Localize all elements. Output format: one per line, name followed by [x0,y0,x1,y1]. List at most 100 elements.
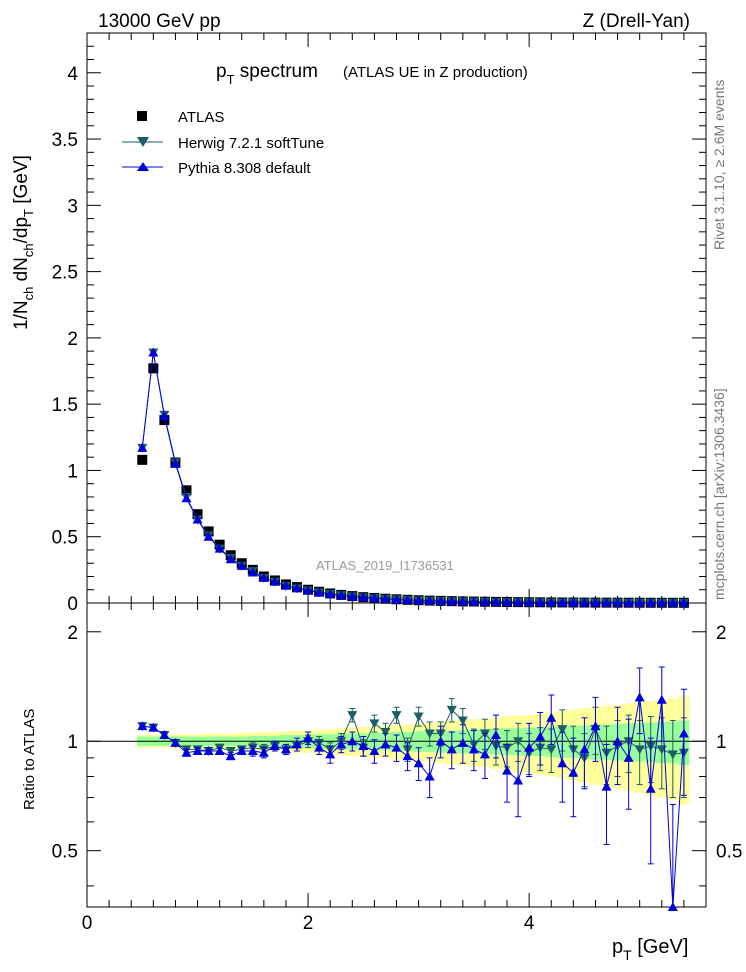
pythia-ratio-point [424,771,435,781]
pythia-ratio-point [413,758,424,768]
header-left: 13000 GeV pp [98,11,221,32]
herwig-ratio-point [413,712,424,722]
rivet-label: Rivet 3.1.10, ≥ 2.6M events [711,80,727,250]
herwig-ratio-point [634,745,645,755]
title-main: p [216,61,227,82]
top-y-tick-label: 3.5 [52,130,78,151]
pythia-point [159,411,170,421]
axes: 0 2 4 0 0.5 1 1.5 2 2.5 3 3.5 4 0.5 0.5 1 1 2 2 [52,32,742,934]
pythia-point [148,347,159,357]
analysis-watermark: ATLAS_2019_I1736531 [316,558,454,573]
bottom-ylabel: Ratio to ATLAS [21,709,38,810]
herwig-ratio-point [424,729,435,739]
pythia-point [413,595,424,605]
pythia-ratio-point [667,902,678,911]
herwig-ratio-point [557,725,568,735]
top-panel-data [137,347,689,608]
mcplots-label: mcplots.cern.ch [arXiv:1306.3436] [711,388,727,600]
pythia-point [280,580,291,590]
pythia-point [490,596,501,606]
pythia-ratio-point [435,736,446,746]
pythia-ratio-point [546,712,557,722]
pythia-point [678,597,689,607]
pythia-ratio-point [236,746,247,756]
title-main-sub: T [227,72,235,87]
x-tick-label: 0 [82,913,93,934]
pythia-ratio-point [612,736,623,746]
pythia-point [579,597,590,607]
pythia-ratio-point [678,728,689,738]
pythia-point [601,597,612,607]
legend-label-atlas: ATLAS [178,109,224,126]
bottom-y-tick-label-right: 0.5 [716,842,742,863]
pythia-point [236,560,247,570]
top-y-tick-label: 0 [67,594,78,615]
legend-label-pythia: Pythia 8.308 default [178,160,311,177]
atlas-point [192,509,203,520]
plot-title: pT spectrum [216,61,318,87]
herwig-ratio-point [546,745,557,755]
pythia-point [645,597,656,607]
bottom-y-tick-label: 2 [67,623,78,644]
top-y-tick-label: 2 [67,329,78,350]
pythia-point [347,591,358,601]
pythia-point [667,597,678,607]
pythia-ratio-point [490,730,501,740]
pythia-point [214,543,225,553]
herwig-ratio-point [457,716,468,726]
title-main-rest: spectrum [235,61,318,82]
pythia-ratio-point [380,739,391,749]
pythia-ratio-point [524,742,535,752]
pythia-ratio-point [325,749,336,759]
x-tick-label: 4 [524,913,535,934]
pythia-point [479,596,490,606]
pythia-ratio-point [457,737,468,747]
top-y-tick-label: 3 [67,196,78,217]
pythia-point [623,597,634,607]
pythia-ratio-point [369,746,380,756]
herwig-ratio-point [513,737,524,747]
top-ylabel: 1/Nch dNch/dpT [GeV] [11,155,36,330]
top-y-tick-label: 2.5 [52,263,78,284]
pythia-point [402,594,413,604]
pythia-point [303,585,314,595]
herwig-ratio-point [667,750,678,760]
pythia-point [513,597,524,607]
atlas-point [148,363,159,374]
pythia-ratio-point [148,722,159,732]
bottom-y-tick-label: 0.5 [52,842,78,863]
pythia-ratio-point [214,746,225,756]
top-y-tick-label: 1.5 [52,395,78,416]
pythia-ratio-point [181,747,192,757]
pythia-ratio-point [579,744,590,754]
pythia-point [203,531,214,541]
pythia-ratio-point [159,730,170,740]
herwig-ratio-point [347,711,358,721]
pythia-point [369,593,380,603]
pythia-ratio-point [568,767,579,777]
pythia-ratio-point [203,746,214,756]
pythia-ratio-point [192,746,203,756]
pythia-point [546,597,557,607]
legend-label-herwig: Herwig 7.2.1 softTune [178,135,324,152]
bottom-y-tick-label-right: 2 [716,623,727,644]
legend-item-herwig: Herwig 7.2.1 softTune [122,135,324,152]
pythia-ratio-point [634,692,645,702]
pythia-ratio-point [645,783,656,793]
pythia-ratio-point [402,751,413,761]
pythia-point [557,597,568,607]
pythia-point [535,597,546,607]
legend-marker-herwig [137,137,149,147]
pythia-point [380,593,391,603]
pythia-point [435,596,446,606]
pythia-ratio-point [269,741,280,751]
pythia-ratio-point [358,741,369,751]
pythia-point [292,583,303,593]
pythia-ratio-point [446,744,457,754]
pythia-ratio-point [601,781,612,791]
pythia-point [258,572,269,582]
bottom-y-tick-label-right: 1 [716,732,727,753]
pythia-ratio-point [513,775,524,785]
pythia-point [137,442,148,452]
